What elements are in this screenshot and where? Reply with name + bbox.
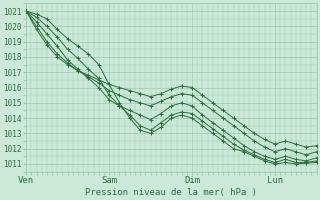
X-axis label: Pression niveau de la mer( hPa ): Pression niveau de la mer( hPa ) [85, 188, 257, 197]
